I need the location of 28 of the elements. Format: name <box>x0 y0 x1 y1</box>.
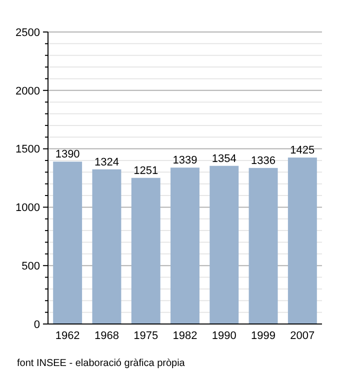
y-tick-label: 500 <box>22 260 40 272</box>
x-tick-label: 1968 <box>94 330 119 342</box>
bar <box>131 178 160 324</box>
x-tick-label: 1982 <box>172 330 198 342</box>
data-label: 1251 <box>134 164 158 177</box>
data-label: 1336 <box>251 154 276 167</box>
x-tick-label: 1990 <box>212 330 236 342</box>
text: font INSEE - elaboració gràfica pròpia <box>17 358 186 369</box>
data-label: 1339 <box>172 154 198 167</box>
y-tick-label: 0 <box>34 318 40 331</box>
x-tick-label: 1962 <box>55 330 80 342</box>
data-label: 1324 <box>94 156 119 168</box>
data-label: 1425 <box>290 144 315 157</box>
y-tick-label: 1500 <box>16 144 40 156</box>
bar <box>170 168 200 324</box>
y-tick-label: 1000 <box>16 202 40 214</box>
x-tick-label: 1975 <box>134 330 158 342</box>
bar <box>248 168 278 324</box>
bar <box>210 166 239 324</box>
y-tick-label: 2000 <box>16 85 40 98</box>
data-label: 1390 <box>55 148 80 161</box>
x-tick-label: 2007 <box>290 330 315 342</box>
bar <box>53 162 82 324</box>
bar <box>288 158 317 324</box>
x-tick-label: 1999 <box>251 330 276 342</box>
bar <box>92 169 122 324</box>
y-tick-label: 2500 <box>16 26 40 39</box>
data-label: 1354 <box>212 152 236 165</box>
